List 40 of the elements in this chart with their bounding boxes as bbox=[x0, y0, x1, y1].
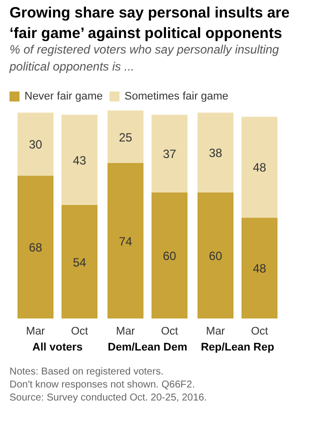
source-note: Source: Survey conducted Oct. 20-25, 2016. bbox=[10, 392, 207, 404]
bar bbox=[152, 192, 188, 318]
x-tick-label: Mar bbox=[206, 326, 226, 338]
bar bbox=[198, 192, 234, 318]
bar bbox=[198, 112, 234, 192]
text: Dem/Lean Dem bbox=[108, 342, 188, 354]
data-label: 60 bbox=[162, 248, 176, 263]
data-label: 60 bbox=[208, 248, 222, 263]
bar bbox=[62, 205, 98, 318]
x-tick-label: Oct bbox=[160, 326, 178, 338]
x-tick-label: Mar bbox=[116, 326, 136, 338]
x-tick-label: Oct bbox=[70, 326, 88, 338]
chart-subtitle: % of registered voters who say personally insulting political opponents is ... bbox=[8, 42, 280, 74]
data-label: 25 bbox=[118, 130, 132, 144]
text: Rep/Lean Rep bbox=[200, 342, 274, 354]
legend-label: Sometimes fair game bbox=[124, 90, 228, 102]
bar bbox=[62, 114, 98, 206]
text: Don't know responses not shown. Q66F2. bbox=[10, 380, 195, 390]
text: Notes: Based on registered voters. bbox=[10, 366, 164, 378]
data-label: 48 bbox=[252, 262, 266, 276]
data-label: 38 bbox=[208, 146, 222, 160]
x-tick-label: Oct bbox=[250, 326, 268, 338]
text: All voters bbox=[32, 342, 83, 354]
data-label: 68 bbox=[28, 240, 42, 255]
data-label: 37 bbox=[162, 147, 176, 162]
bar bbox=[18, 176, 54, 318]
bar bbox=[18, 112, 54, 176]
legend-label: Never fair game bbox=[24, 90, 103, 102]
bar bbox=[152, 114, 188, 192]
chart-title: Growing share say personal insults are ‘fair game’ against political opponents bbox=[10, 4, 290, 42]
bar bbox=[108, 163, 144, 318]
bar bbox=[242, 218, 278, 318]
data-label: 43 bbox=[72, 153, 86, 168]
data-label: 54 bbox=[72, 255, 86, 270]
bar bbox=[242, 116, 278, 218]
data-label: 30 bbox=[28, 138, 42, 152]
bar bbox=[108, 110, 144, 164]
x-tick-label: Mar bbox=[26, 326, 46, 338]
data-label: 48 bbox=[252, 160, 266, 175]
data-label: 74 bbox=[118, 234, 132, 248]
